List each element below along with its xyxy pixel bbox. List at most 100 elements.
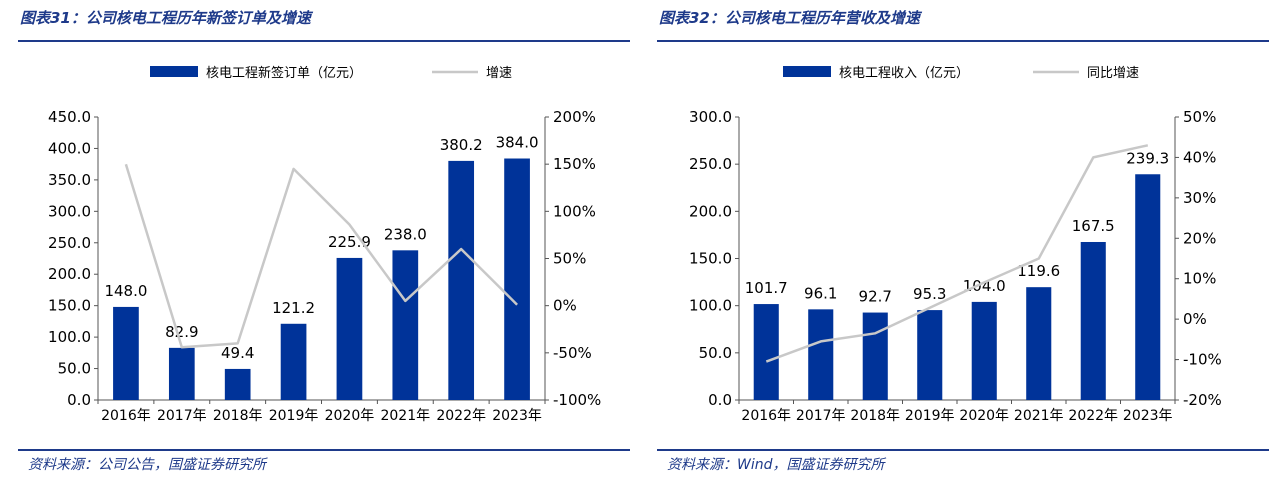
y-tick-label-left: 300.0 bbox=[48, 202, 91, 220]
bar bbox=[971, 301, 997, 400]
x-tick-label: 2019年 bbox=[905, 408, 955, 424]
legend-swatch-bar bbox=[783, 66, 831, 77]
data-label: 239.3 bbox=[1126, 149, 1169, 167]
y-tick-label-right: 40% bbox=[1183, 148, 1216, 166]
legend-label-line: 增速 bbox=[486, 66, 512, 81]
y-tick-label-left: 200.0 bbox=[689, 202, 732, 220]
x-tick-label: 2023年 bbox=[492, 408, 542, 424]
data-label: 96.1 bbox=[804, 284, 837, 302]
y-tick-label-left: 150.0 bbox=[48, 297, 91, 315]
data-label: 238.0 bbox=[384, 225, 427, 243]
x-tick-label: 2023年 bbox=[1123, 408, 1173, 424]
title-divider bbox=[657, 40, 1269, 42]
legend-label-bar: 核电工程新签订单（亿元） bbox=[206, 65, 362, 81]
bar bbox=[113, 306, 139, 400]
x-tick-label: 2021年 bbox=[380, 408, 430, 424]
source-note: 资料来源：公司公告，国盛证券研究所 bbox=[28, 457, 266, 473]
x-tick-label: 2017年 bbox=[157, 408, 207, 424]
y-tick-label-right: 50% bbox=[553, 250, 586, 268]
figure-title: 图表32：公司核电工程历年营收及增速 bbox=[659, 9, 920, 27]
bar bbox=[917, 310, 943, 400]
bar bbox=[1080, 241, 1106, 400]
y-tick-label-right: 30% bbox=[1183, 189, 1216, 207]
y-tick-label-left: 50.0 bbox=[58, 360, 91, 378]
bar bbox=[862, 312, 888, 400]
data-label: 92.7 bbox=[859, 288, 892, 306]
y-tick-label-left: 0.0 bbox=[708, 391, 732, 409]
y-tick-label-left: 100.0 bbox=[689, 297, 732, 315]
y-tick-label-right: 150% bbox=[553, 155, 596, 173]
y-tick-label-right: 10% bbox=[1183, 270, 1216, 288]
y-tick-label-left: 250.0 bbox=[48, 234, 91, 252]
y-tick-label-left: 200.0 bbox=[48, 265, 91, 283]
figure-title: 图表31：公司核电工程历年新签订单及增速 bbox=[20, 9, 311, 27]
y-tick-label-left: 450.0 bbox=[48, 108, 91, 126]
bar bbox=[504, 158, 530, 400]
x-tick-label: 2020年 bbox=[959, 408, 1009, 424]
chart-panel-revenue: 图表32：公司核电工程历年营收及增速 核电工程收入（亿元） 同比增速 0.0 50.0… bbox=[657, 0, 1269, 486]
bar bbox=[753, 304, 779, 400]
data-label: 49.4 bbox=[221, 344, 254, 362]
source-divider bbox=[18, 449, 630, 451]
y-tick-label-right: -50% bbox=[553, 344, 592, 362]
data-label: 380.2 bbox=[440, 136, 483, 154]
growth-line bbox=[765, 144, 1149, 363]
legend-label-line: 同比增速 bbox=[1087, 66, 1139, 81]
source-divider bbox=[657, 449, 1269, 451]
x-tick-label: 2016年 bbox=[101, 408, 151, 424]
x-tick-label: 2022年 bbox=[1068, 408, 1118, 424]
data-label: 148.0 bbox=[104, 282, 147, 300]
bar bbox=[1135, 174, 1161, 400]
y-tick-label-left: 400.0 bbox=[48, 139, 91, 157]
legend-label-bar: 核电工程收入（亿元） bbox=[839, 66, 969, 81]
legend-swatch-bar bbox=[150, 66, 198, 77]
data-label: 82.9 bbox=[165, 323, 198, 341]
x-tick-label: 2016年 bbox=[741, 408, 791, 424]
bar bbox=[336, 257, 363, 400]
bar bbox=[808, 309, 834, 400]
y-tick-label-right: 200% bbox=[553, 108, 596, 126]
x-tick-label: 2018年 bbox=[850, 408, 900, 424]
y-tick-label-left: 50.0 bbox=[699, 344, 732, 362]
data-label: 95.3 bbox=[913, 285, 946, 303]
bar bbox=[392, 250, 419, 400]
y-tick-label-left: 0.0 bbox=[67, 391, 91, 409]
data-label: 225.9 bbox=[328, 233, 371, 251]
y-tick-label-left: 300.0 bbox=[689, 108, 732, 126]
bar bbox=[448, 160, 475, 400]
data-label: 104.0 bbox=[963, 277, 1006, 295]
bar bbox=[280, 323, 307, 400]
x-tick-label: 2018年 bbox=[213, 408, 263, 424]
y-tick-label-right: 20% bbox=[1183, 229, 1216, 247]
y-tick-label-right: -20% bbox=[1183, 391, 1222, 409]
y-tick-label-right: -10% bbox=[1183, 351, 1222, 369]
growth-line bbox=[124, 163, 518, 349]
y-tick-label-right: 50% bbox=[1183, 108, 1216, 126]
y-tick-label-left: 150.0 bbox=[689, 250, 732, 268]
data-label: 121.2 bbox=[272, 299, 315, 317]
source-note: 资料来源：Wind，国盛证券研究所 bbox=[667, 457, 885, 473]
chart-panel-orders: 图表31：公司核电工程历年新签订单及增速 核电工程新签订单（亿元） 增速 0.0 50… bbox=[18, 0, 630, 486]
x-tick-label: 2020年 bbox=[325, 408, 375, 424]
title-divider bbox=[18, 40, 630, 42]
x-tick-label: 2017年 bbox=[796, 408, 846, 424]
bar bbox=[1026, 287, 1052, 400]
y-tick-label-left: 250.0 bbox=[689, 155, 732, 173]
y-tick-label-left: 100.0 bbox=[48, 328, 91, 346]
y-tick-label-right: 0% bbox=[553, 297, 577, 315]
orders-chart: 核电工程新签订单（亿元） 增速 0.0 50.0 100.0 150.0 200.0 250.… bbox=[48, 65, 601, 424]
x-tick-label: 2022年 bbox=[436, 408, 486, 424]
y-tick-label-right: 0% bbox=[1183, 310, 1207, 328]
bar bbox=[168, 347, 195, 400]
x-tick-label: 2021年 bbox=[1014, 408, 1064, 424]
data-label: 101.7 bbox=[745, 279, 788, 297]
data-label: 119.6 bbox=[1017, 262, 1060, 280]
y-tick-label-right: -100% bbox=[553, 391, 601, 409]
data-label: 384.0 bbox=[496, 134, 539, 152]
data-label: 167.5 bbox=[1072, 217, 1115, 235]
revenue-chart: 核电工程收入（亿元） 同比增速 0.0 50.0 100.0 150.0 200.0 250.… bbox=[689, 66, 1222, 424]
y-tick-label-left: 350.0 bbox=[48, 171, 91, 189]
x-tick-label: 2019年 bbox=[269, 408, 319, 424]
y-tick-label-right: 100% bbox=[553, 202, 596, 220]
bar bbox=[224, 368, 251, 400]
